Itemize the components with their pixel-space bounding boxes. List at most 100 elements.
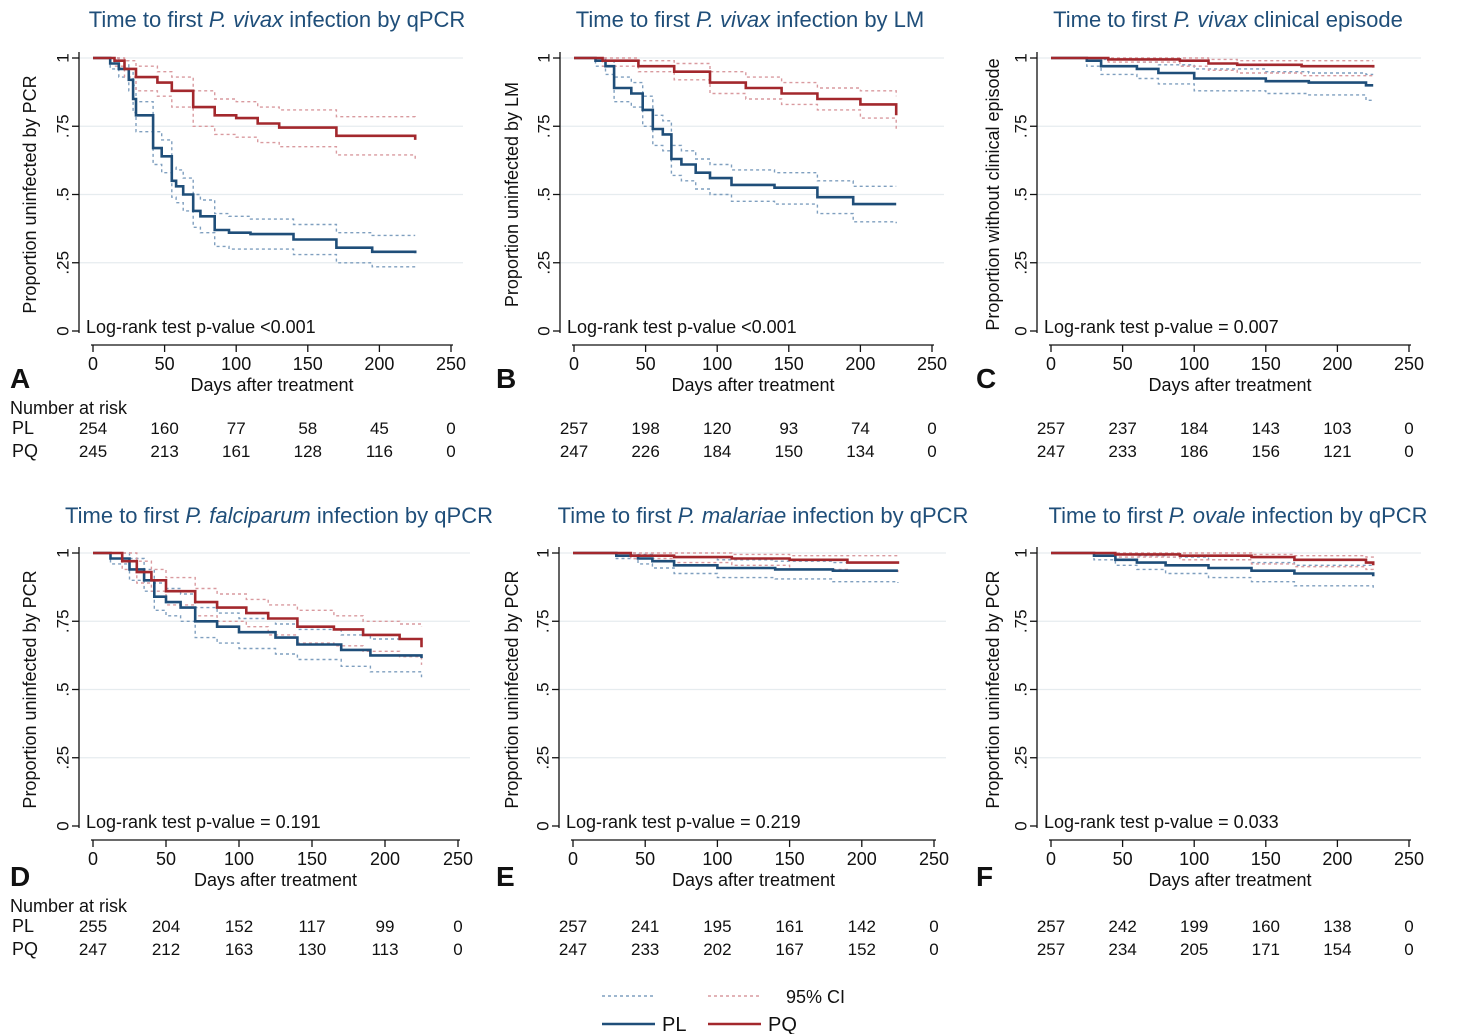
panel-title-suffix: infection by qPCR	[1245, 503, 1427, 528]
risk-value-pl: 103	[1323, 419, 1351, 438]
y-tick-label: .5	[1012, 187, 1031, 201]
panel-title-suffix: infection by qPCR	[786, 503, 968, 528]
panel-a: Time to first P. vivax infection by qPCR…	[10, 7, 466, 461]
panel-title-prefix: Time to first	[1053, 7, 1173, 32]
risk-value-pq: 167	[775, 940, 803, 959]
risk-value-pl: 45	[370, 419, 389, 438]
number-at-risk-heading: Number at risk	[10, 896, 128, 916]
panel-title-suffix: infection by LM	[770, 7, 924, 32]
y-tick-label: .75	[535, 114, 554, 138]
x-tick-label: 0	[1046, 354, 1056, 374]
series-pl-ci-lower	[1051, 57, 1374, 101]
panel-d: Time to first P. falciparum infection by…	[10, 503, 493, 959]
series-pl-line	[573, 551, 898, 572]
risk-value-pq: 257	[1037, 940, 1065, 959]
y-tick-label: 1	[54, 548, 73, 557]
risk-value-pq: 213	[150, 442, 178, 461]
risk-row-label-pl: PL	[12, 916, 34, 936]
panel-title-suffix: infection by qPCR	[311, 503, 493, 528]
panel-title-species: P. vivax	[1173, 7, 1248, 32]
y-tick-label: 1	[535, 53, 554, 62]
risk-value-pl: 241	[631, 917, 659, 936]
x-axis-label: Days after treatment	[1148, 375, 1311, 395]
y-tick-label: .75	[1012, 114, 1031, 138]
risk-value-pl: 254	[79, 419, 107, 438]
risk-value-pl: 242	[1108, 917, 1136, 936]
panel-letter: A	[10, 363, 30, 394]
risk-value-pq: 226	[631, 442, 659, 461]
risk-value-pq: 186	[1180, 442, 1208, 461]
x-tick-label: 150	[1251, 849, 1281, 869]
risk-value-pl: 99	[376, 917, 395, 936]
risk-value-pq: 150	[775, 442, 803, 461]
panel-f: Time to first P. ovale infection by qPCR…	[976, 503, 1428, 959]
panel-title: Time to first P. vivax clinical episode	[1053, 7, 1403, 32]
y-tick-label: .5	[54, 682, 73, 696]
panel-title: Time to first P. malariae infection by q…	[558, 503, 969, 528]
logrank-annotation: Log-rank test p-value = 0.191	[86, 812, 321, 832]
panels-layer: Time to first P. vivax infection by qPCR…	[10, 7, 1428, 959]
y-tick-label: 0	[54, 821, 73, 830]
series-pl-ci-lower	[93, 57, 416, 270]
series-pl-ci-lower	[1051, 552, 1374, 589]
y-axis-label: Proportion uninfected by PCR	[983, 570, 1003, 808]
series-pq-line	[574, 56, 898, 116]
y-tick-label: .25	[1012, 746, 1031, 770]
panel-title-species: P. malariae	[678, 503, 786, 528]
y-axis-label: Proportion uninfected by PCR	[20, 75, 40, 313]
legend-pq-label: PQ	[768, 1014, 797, 1034]
x-tick-label: 50	[156, 849, 176, 869]
risk-value-pl: 257	[559, 917, 587, 936]
series-pl-ci-upper	[574, 57, 897, 187]
risk-value-pl: 143	[1252, 419, 1280, 438]
x-tick-label: 150	[775, 849, 805, 869]
y-tick-label: .25	[54, 746, 73, 770]
risk-value-pl: 0	[1404, 419, 1413, 438]
risk-value-pl: 0	[927, 419, 936, 438]
x-tick-label: 0	[569, 354, 579, 374]
series-pl-ci-upper	[573, 552, 898, 564]
y-axis-label: Proportion uninfected by PCR	[20, 570, 40, 808]
panel-title: Time to first P. falciparum infection by…	[65, 503, 493, 528]
logrank-annotation: Log-rank test p-value = 0.219	[566, 812, 801, 832]
panel-title: Time to first P. vivax infection by LM	[576, 7, 924, 32]
risk-value-pq: 234	[1108, 940, 1136, 959]
x-tick-label: 200	[845, 354, 875, 374]
x-axis-label: Days after treatment	[672, 870, 835, 890]
risk-value-pq: 233	[631, 940, 659, 959]
risk-value-pl: 0	[453, 917, 462, 936]
y-tick-label: .75	[54, 114, 73, 138]
risk-value-pq: 156	[1252, 442, 1280, 461]
series-pq-ci-lower	[574, 57, 897, 132]
panel-title: Time to first P. vivax infection by qPCR	[89, 7, 466, 32]
y-axis-label: Proportion without clinical episode	[983, 58, 1003, 330]
y-tick-label: 0	[534, 821, 553, 830]
y-tick-label: .75	[54, 609, 73, 633]
x-tick-label: 150	[774, 354, 804, 374]
risk-value-pl: 237	[1108, 419, 1136, 438]
x-tick-label: 100	[702, 354, 732, 374]
x-tick-label: 50	[1113, 849, 1133, 869]
panel-title-species: P. vivax	[696, 7, 771, 32]
risk-value-pl: 257	[560, 419, 588, 438]
x-tick-label: 100	[1179, 849, 1209, 869]
risk-row-label-pl: PL	[12, 418, 34, 438]
risk-value-pq: 134	[846, 442, 874, 461]
x-tick-label: 250	[436, 354, 466, 374]
x-tick-label: 150	[1251, 354, 1281, 374]
risk-value-pq: 171	[1252, 940, 1280, 959]
risk-value-pq: 0	[453, 940, 462, 959]
y-tick-label: 0	[1012, 821, 1031, 830]
x-tick-label: 100	[221, 354, 251, 374]
risk-row-label-pq: PQ	[12, 939, 38, 959]
y-tick-label: .25	[534, 746, 553, 770]
series-pq-line	[93, 551, 423, 648]
x-tick-label: 100	[224, 849, 254, 869]
risk-value-pq: 247	[559, 940, 587, 959]
risk-value-pq: 247	[79, 940, 107, 959]
risk-value-pq: 212	[152, 940, 180, 959]
number-at-risk-heading: Number at risk	[10, 398, 128, 418]
y-tick-label: 0	[535, 326, 554, 335]
series-pl-line	[1051, 551, 1375, 577]
